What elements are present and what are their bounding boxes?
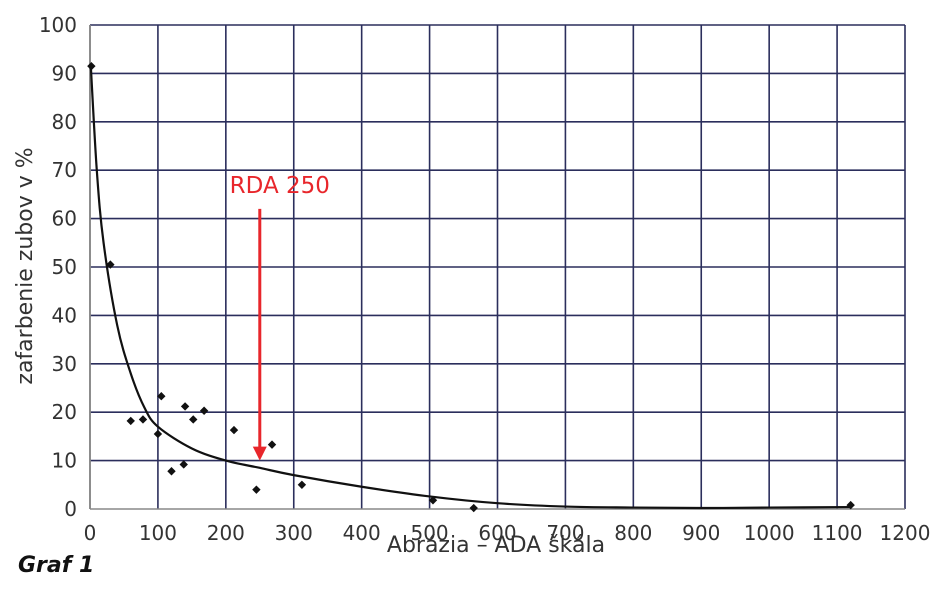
y-tick-label: 30 xyxy=(52,352,77,376)
x-tick-label: 700 xyxy=(546,521,584,545)
x-tick-label: 300 xyxy=(275,521,313,545)
y-tick-label: 20 xyxy=(52,400,77,424)
data-points xyxy=(87,61,855,513)
x-tick-label: 0 xyxy=(84,521,97,545)
grid xyxy=(89,24,906,510)
annotation-group: RDA 250 xyxy=(230,173,330,461)
data-point xyxy=(469,503,478,513)
x-tick-label: 1000 xyxy=(744,521,795,545)
data-point xyxy=(126,416,135,426)
y-tick-label: 100 xyxy=(39,13,77,37)
data-point xyxy=(199,406,209,415)
data-point xyxy=(428,496,438,505)
trend-curve-group xyxy=(89,63,851,510)
scatter-chart: 0 10 20 30 40 50 60 70 80 90 100 0 100 200 300 400 500 6… xyxy=(13,13,931,558)
y-tick-label: 70 xyxy=(52,158,77,182)
y-axis-label: zafarbenie zubov v % xyxy=(13,147,38,384)
data-point xyxy=(267,440,277,449)
y-tick-label: 10 xyxy=(52,449,77,473)
x-tick-label: 600 xyxy=(478,521,516,545)
data-point xyxy=(167,467,176,476)
data-point xyxy=(157,392,166,401)
data-point xyxy=(106,260,115,269)
trend-curve xyxy=(89,63,851,510)
x-tick-label: 1200 xyxy=(880,521,931,545)
x-tick-label: 800 xyxy=(614,521,652,545)
y-axis-ticks: 0 10 20 30 40 50 60 70 80 90 100 xyxy=(39,13,77,521)
x-axis-label: Abrázia – ADA škála xyxy=(387,533,605,558)
x-tick-label: 1100 xyxy=(812,521,863,545)
x-tick-label: 900 xyxy=(682,521,720,545)
data-point xyxy=(297,480,307,489)
y-tick-label: 40 xyxy=(52,303,77,327)
x-tick-label: 500 xyxy=(410,521,448,545)
data-point xyxy=(180,402,190,411)
y-tick-label: 60 xyxy=(52,207,77,231)
y-tick-label: 80 xyxy=(52,110,77,134)
data-point xyxy=(846,500,855,510)
data-point xyxy=(179,460,188,469)
data-point xyxy=(229,425,239,435)
figure-caption: Graf 1 xyxy=(18,553,95,578)
annotation-arrow-head xyxy=(252,446,267,461)
x-tick-label: 100 xyxy=(139,521,177,545)
data-point xyxy=(189,415,198,424)
data-point xyxy=(153,429,163,439)
data-point xyxy=(138,415,148,424)
x-axis-ticks: 0 100 200 300 400 500 600 700 800 900 1000 1100 1200 xyxy=(84,521,931,545)
data-point xyxy=(87,61,96,71)
annotation-label: RDA 250 xyxy=(230,173,330,199)
y-tick-label: 0 xyxy=(64,497,77,521)
x-tick-label: 200 xyxy=(207,521,245,545)
x-tick-label: 400 xyxy=(343,521,381,545)
y-tick-label: 90 xyxy=(52,61,77,85)
data-point xyxy=(252,485,261,494)
y-tick-label: 50 xyxy=(52,255,77,279)
